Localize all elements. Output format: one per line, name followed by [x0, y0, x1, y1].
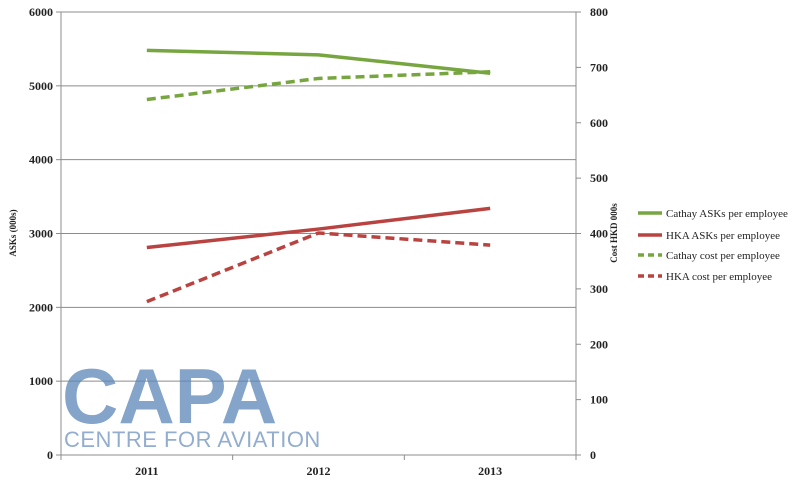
series-line-2: [147, 208, 490, 247]
y-tick-label-right: 400: [590, 227, 608, 241]
series-layer: [147, 50, 490, 301]
legend: Cathay ASKs per employee HKA ASKs per emp…: [638, 208, 788, 283]
y-tick-label-right: 600: [590, 116, 608, 130]
y-tick-label-left: 6000: [29, 5, 53, 19]
legend-label: Cathay cost per employee: [666, 250, 780, 262]
y-tick-label-left: 3000: [29, 227, 53, 241]
y-tick-label-left: 1000: [29, 374, 53, 388]
grid-layer: [61, 12, 576, 381]
x-tick-label: 2013: [478, 464, 502, 478]
y-tick-label-right: 200: [590, 337, 608, 351]
capa-watermark: CAPA CENTRE FOR AVIATION: [62, 352, 321, 452]
legend-label: HKA ASKs per employee: [666, 230, 780, 242]
y-tick-label-right: 700: [590, 60, 608, 74]
y-tick-label-left: 2000: [29, 300, 53, 314]
series-line-1: [147, 50, 490, 73]
legend-label: HKA cost per employee: [666, 271, 772, 283]
x-tick-label: 2011: [135, 464, 158, 478]
legend-label: Cathay ASKs per employee: [666, 208, 788, 220]
y-tick-label-right: 300: [590, 282, 608, 296]
y-axis-title-left: ASKs (000s): [8, 209, 18, 256]
y-tick-label-left: 0: [47, 448, 53, 462]
y-tick-label-left: 4000: [29, 153, 53, 167]
y-tick-label-left: 5000: [29, 79, 53, 93]
y-tick-label-right: 500: [590, 171, 608, 185]
y-tick-label-right: 800: [590, 5, 608, 19]
y-axis-title-right: Cost HKD 000s: [609, 203, 619, 263]
x-tick-label: 2012: [307, 464, 331, 478]
y-tick-label-right: 100: [590, 393, 608, 407]
y-tick-label-right: 0: [590, 448, 596, 462]
watermark-tagline: CENTRE FOR AVIATION: [64, 427, 321, 452]
